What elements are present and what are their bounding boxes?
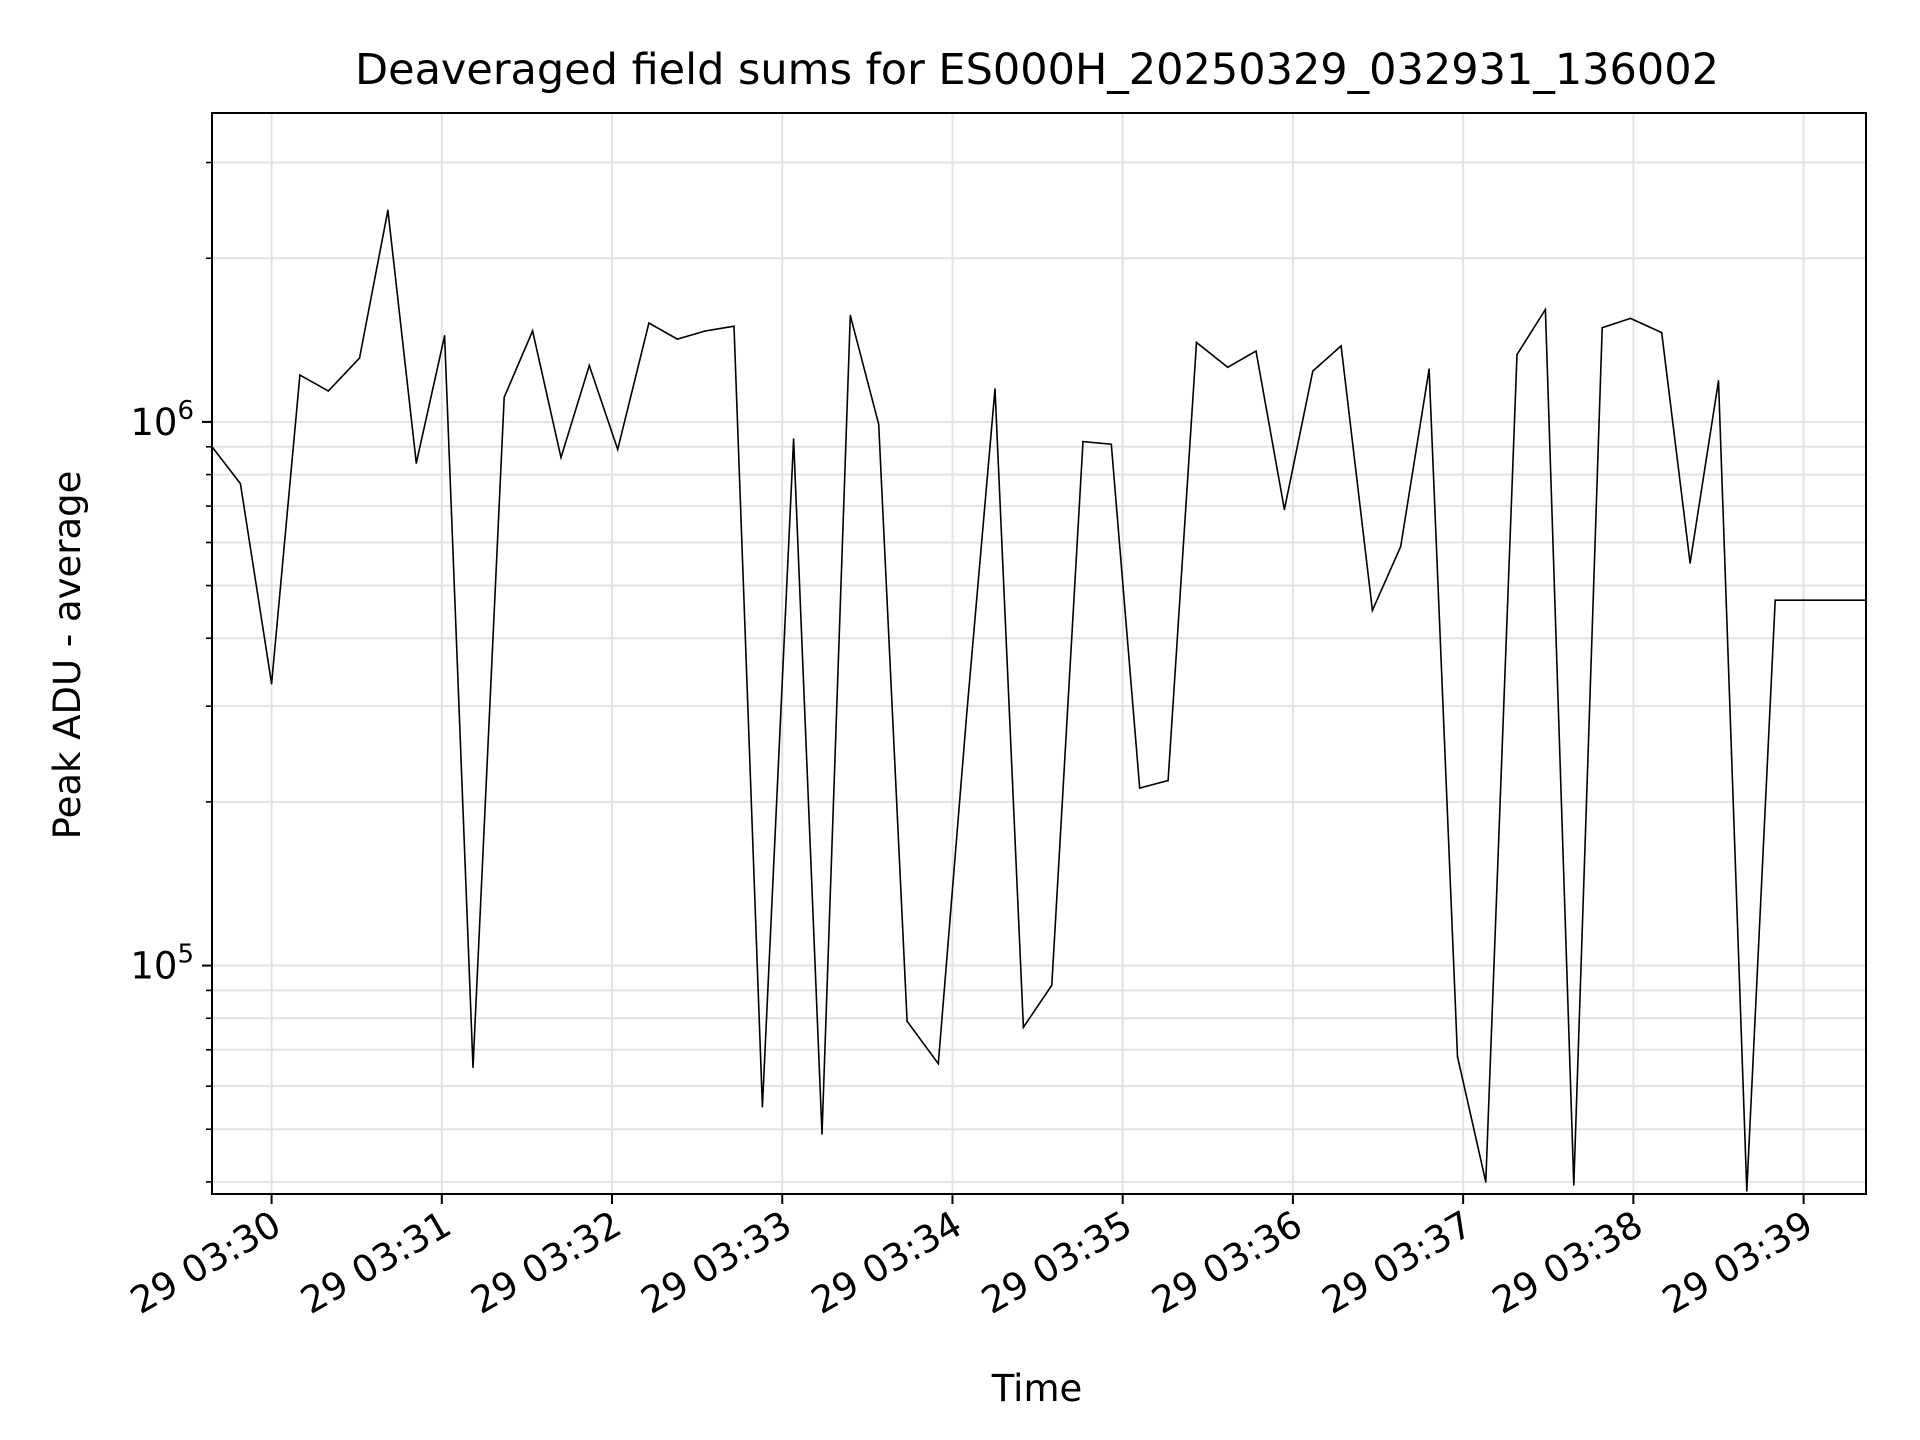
data-point [358,357,361,359]
data-point [415,462,418,464]
data-point [1689,562,1691,564]
y-tick-label: 105 [130,940,194,988]
data-point [1717,380,1720,382]
data-point [616,448,619,451]
data-point [1311,370,1314,372]
data-point [1746,1190,1748,1192]
series-layer [211,209,1867,1192]
data-point [906,1020,908,1023]
data-point [1110,443,1113,445]
data-point [1774,599,1777,601]
data-point [937,1062,940,1065]
data-point [387,209,389,212]
data-point [1340,345,1342,347]
data-point [1802,599,1805,601]
data-point [1371,609,1374,612]
data-point [327,390,330,392]
data-point [994,388,996,390]
data-point [792,438,795,440]
data-point [648,322,650,324]
data-point [1544,308,1547,311]
data-point [443,335,446,337]
data-point [849,314,852,317]
data-point [588,364,591,367]
data-point [821,1133,823,1135]
data-point [1082,440,1084,443]
data-point [1399,545,1402,548]
y-tick-exponent: 5 [177,940,194,970]
data-point [1022,1026,1025,1029]
data-point [1516,353,1518,356]
plot-frame [211,112,1867,1195]
data-point [676,338,679,340]
data-point [1601,326,1603,329]
data-point [1195,341,1198,344]
data-point [472,1066,474,1069]
grid [212,113,1866,1194]
data-point [1226,366,1229,369]
data-point [965,713,968,715]
data-point [503,396,506,399]
data-point [299,374,301,376]
data-point [733,325,735,327]
data-point [1456,1055,1459,1058]
data-point [1660,331,1663,334]
data-point [1138,787,1141,789]
data-point [1283,508,1286,511]
y-tick-exponent: 6 [177,396,194,426]
y-tick-label: 106 [130,396,194,444]
x-axis-label: Time [991,1367,1083,1410]
y-axis-label: Peak ADU - average [46,471,89,840]
data-point [1255,350,1257,352]
data-point [1629,317,1632,320]
data-point [1572,1184,1575,1186]
data-point [560,456,562,459]
data-point [1485,1181,1487,1183]
data-point [531,330,534,332]
data-point [1167,779,1169,782]
data-point [761,1105,764,1108]
data-point [1050,984,1053,987]
data-point [704,330,707,332]
data-point [1428,368,1430,371]
data-point [270,682,273,685]
chart-title: Deaveraged field sums for ES000H_2025032… [355,45,1719,95]
data-point [877,423,880,426]
data-point [239,482,242,485]
